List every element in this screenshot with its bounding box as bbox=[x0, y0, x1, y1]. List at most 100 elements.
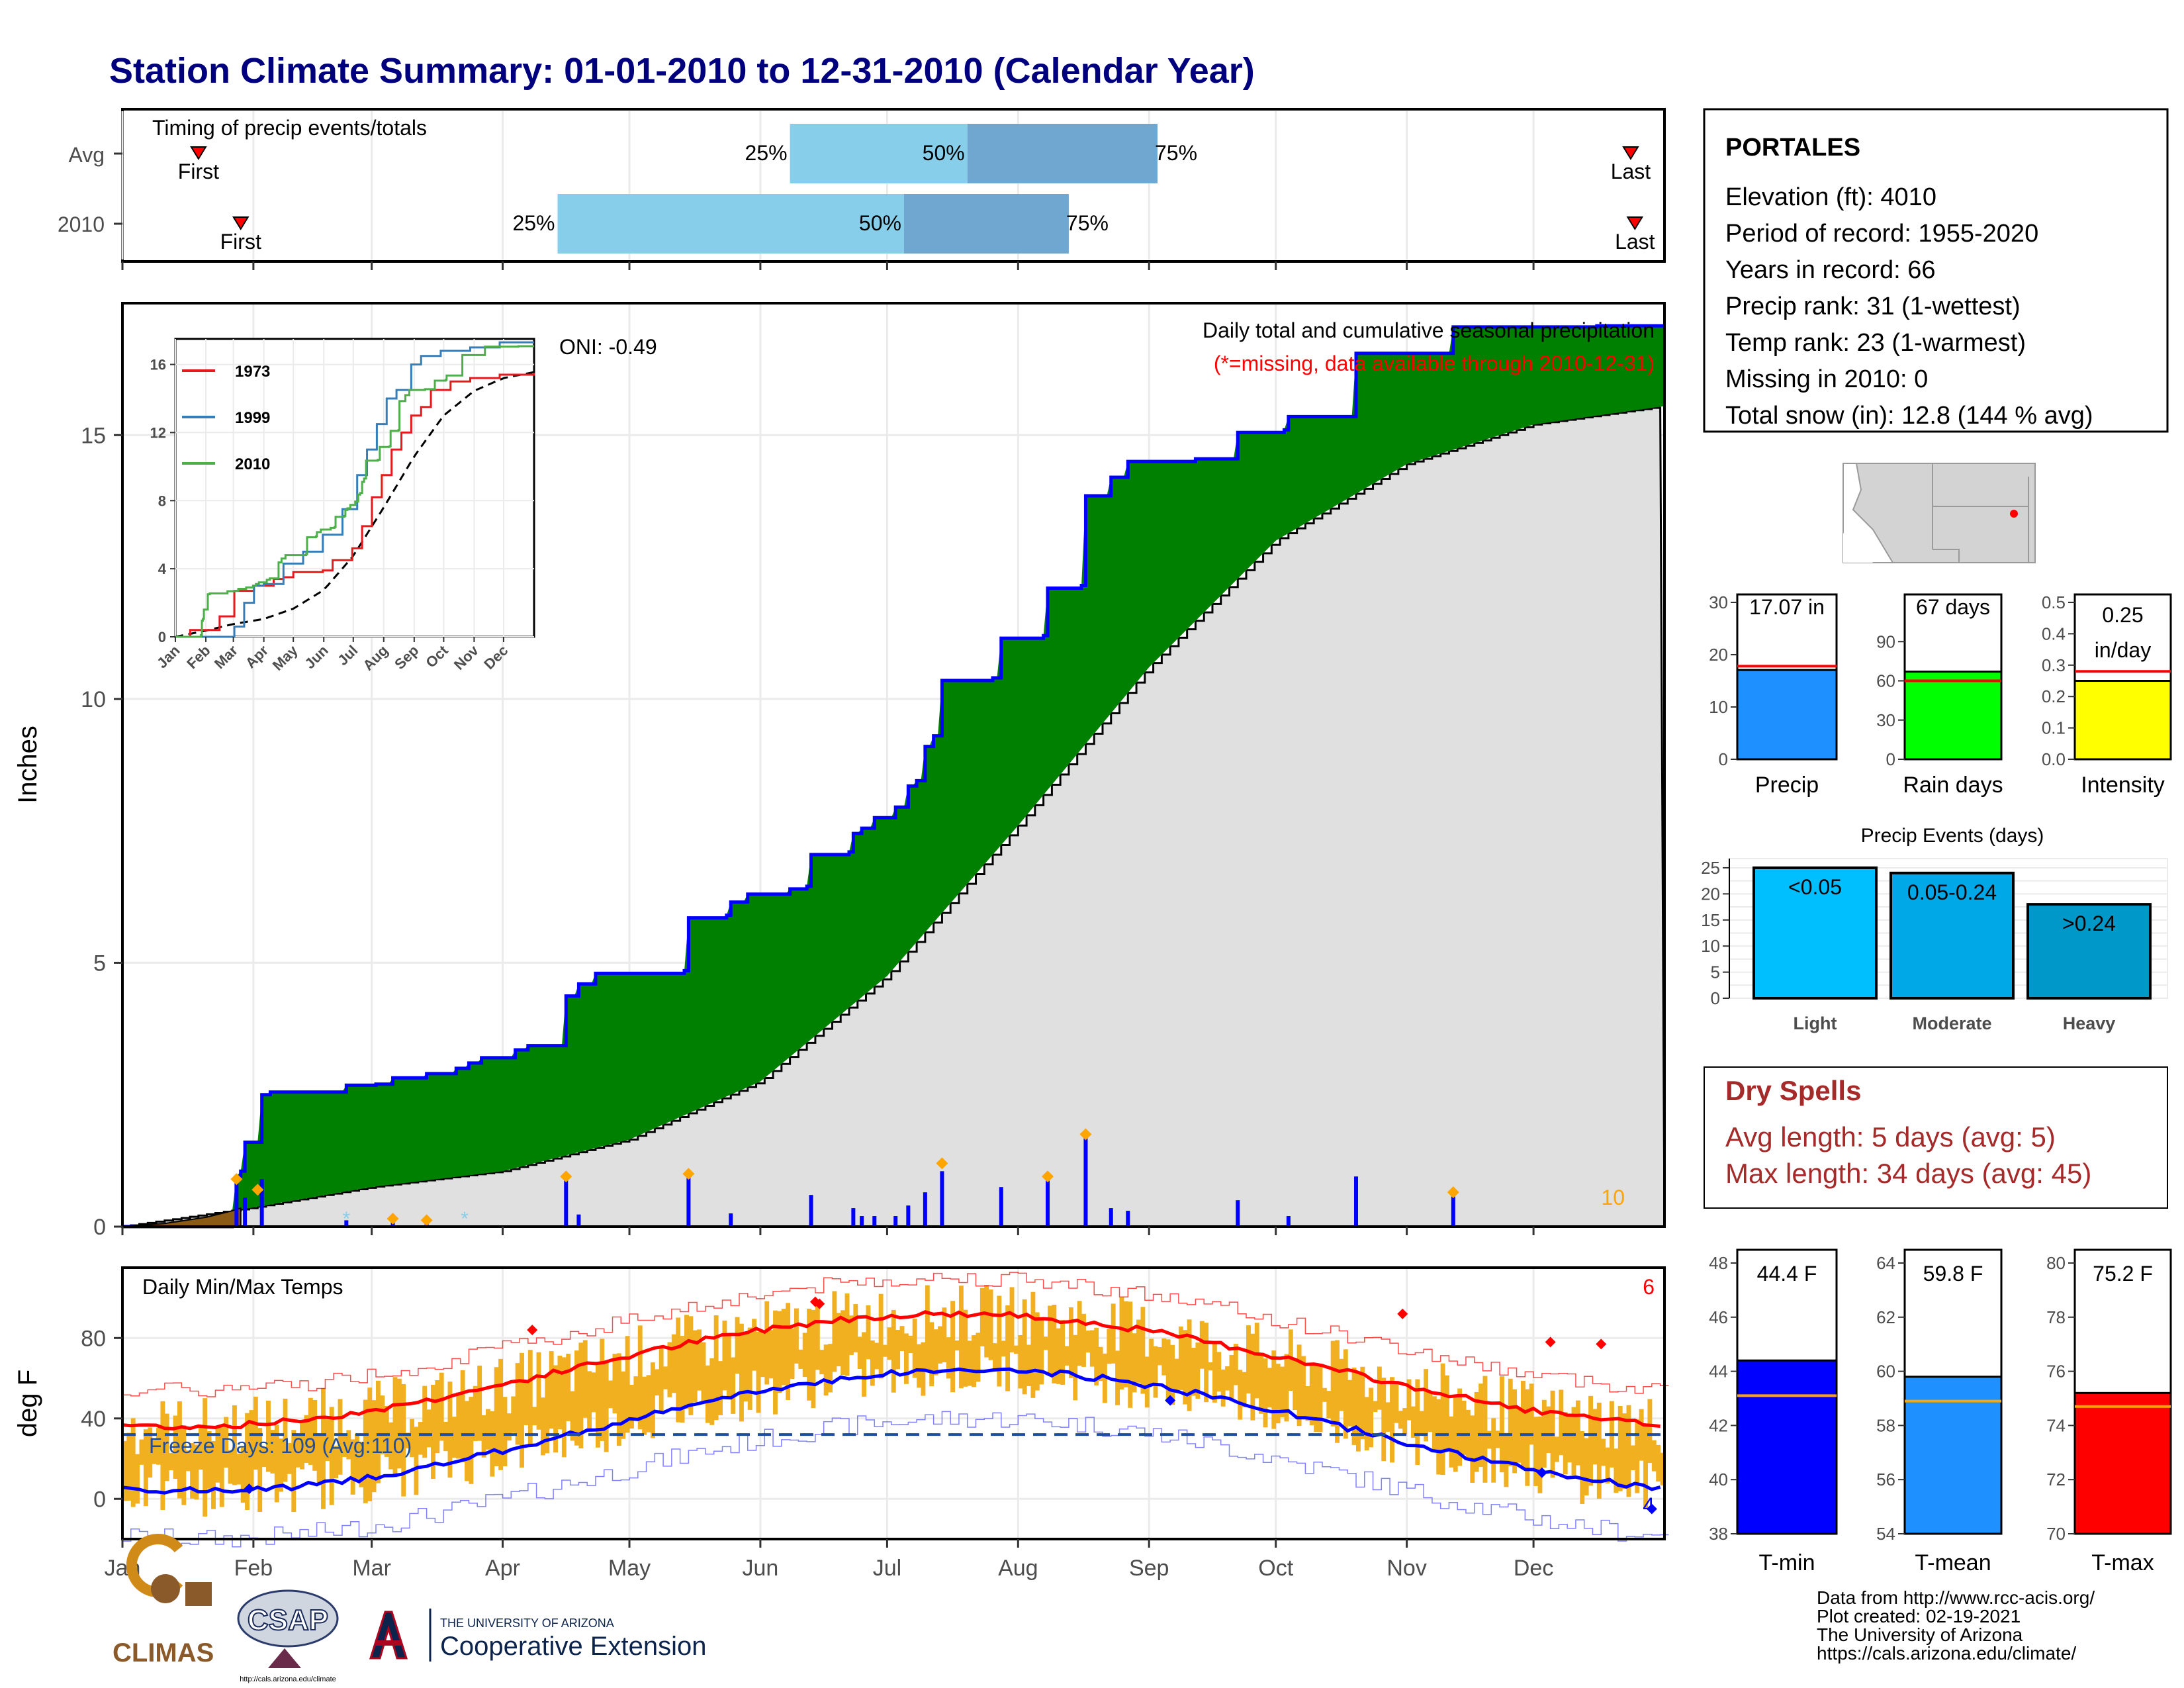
daily-temp-range-bar bbox=[612, 1354, 617, 1414]
timing-p25-label: 25% bbox=[512, 211, 555, 235]
timing-p25-label: 25% bbox=[745, 141, 788, 165]
daily-temp-range-bar bbox=[1149, 1338, 1154, 1385]
daily-temp-range-bar bbox=[874, 1342, 880, 1370]
daily-temp-range-bar bbox=[659, 1347, 664, 1413]
temp-bar-value-label: 44.4 F bbox=[1757, 1262, 1817, 1286]
daily-temp-range-bar bbox=[747, 1327, 752, 1410]
daily-temp-range-bar bbox=[1436, 1399, 1441, 1475]
daily-temp-range-bar bbox=[912, 1319, 917, 1378]
timing-first-label: First bbox=[220, 230, 261, 254]
record-high-marker bbox=[1397, 1308, 1408, 1319]
daily-temp-range-bar bbox=[832, 1291, 837, 1372]
daily-temp-range-bar bbox=[1440, 1363, 1445, 1476]
daily-temp-range-bar bbox=[329, 1407, 334, 1505]
daily-temp-range-bar bbox=[1094, 1327, 1099, 1385]
daily-temp-range-bar bbox=[435, 1380, 440, 1454]
events-title: Precip Events (days) bbox=[1861, 825, 2044, 847]
daily-temp-range-bar bbox=[169, 1452, 174, 1470]
daily-temp-range-bar bbox=[418, 1422, 423, 1455]
timing-first-marker bbox=[232, 216, 250, 230]
daily-temp-range-bar bbox=[1402, 1408, 1408, 1434]
daily-temp-range-bar bbox=[502, 1397, 508, 1467]
daily-temp-range-bar bbox=[942, 1307, 947, 1362]
snow-event-marker bbox=[1042, 1170, 1054, 1183]
daily-temp-range-bar bbox=[279, 1438, 284, 1492]
daily-temp-range-bar bbox=[807, 1308, 812, 1401]
daily-temp-range-bar bbox=[1136, 1319, 1141, 1383]
daily-precip-bar bbox=[259, 1179, 264, 1227]
daily-temp-range-bar bbox=[709, 1358, 715, 1425]
summary-bar-value-label: 17.07 in bbox=[1749, 595, 1825, 619]
daily-temp-range-bar bbox=[1461, 1400, 1467, 1455]
precip-ytick-label: 0 bbox=[93, 1215, 106, 1240]
daily-temp-range-bar bbox=[384, 1405, 389, 1457]
daily-temp-range-bar bbox=[676, 1317, 681, 1423]
station-info-box: PORTALES Elevation (ft): 4010 Period of … bbox=[1703, 108, 2169, 433]
daily-temp-range-bar bbox=[1622, 1413, 1627, 1489]
daily-temp-range-bar bbox=[506, 1413, 512, 1441]
month-axis: Jan Feb Mar Apr May Jun Jul Aug Sep Oct Nov Dec bbox=[105, 1539, 1553, 1581]
daily-temp-range-bar bbox=[1555, 1436, 1559, 1462]
snow-event-marker bbox=[560, 1170, 572, 1183]
station-period: Period of record: 1955-2020 bbox=[1725, 220, 2038, 248]
daily-temp-range-bar bbox=[954, 1340, 960, 1351]
timing-bar-25-50 bbox=[790, 124, 968, 183]
daily-temp-range-bar bbox=[1187, 1319, 1192, 1411]
summary-bar-tick-label: 0.2 bbox=[2042, 686, 2066, 706]
daily-precip-bar bbox=[1236, 1200, 1240, 1227]
summary-bar-tick-label: 0.0 bbox=[2042, 749, 2066, 769]
daily-temp-range-bar bbox=[870, 1340, 875, 1386]
locator-map bbox=[1843, 463, 2036, 563]
daily-temp-range-bar bbox=[773, 1310, 778, 1415]
daily-precip-bar bbox=[243, 1197, 248, 1227]
daily-temp-range-bar bbox=[392, 1377, 398, 1477]
daily-temp-range-bar bbox=[663, 1366, 668, 1389]
timing-p50-label: 50% bbox=[859, 211, 901, 235]
daily-temp-range-bar bbox=[1275, 1364, 1281, 1424]
daily-temp-range-bar bbox=[1199, 1321, 1205, 1369]
daily-temp-range-bar bbox=[1398, 1411, 1403, 1429]
daily-temp-range-bar bbox=[1546, 1406, 1551, 1453]
daily-temp-range-bar bbox=[1233, 1343, 1238, 1385]
daily-temp-range-bar bbox=[1533, 1417, 1538, 1486]
month-tick-label: Feb bbox=[234, 1556, 273, 1581]
daily-temp-range-bar bbox=[451, 1417, 457, 1458]
daily-temp-range-bar bbox=[325, 1419, 330, 1461]
daily-temp-range-bar bbox=[1445, 1375, 1449, 1450]
daily-temp-range-bar bbox=[1351, 1367, 1357, 1445]
daily-temp-range-bar bbox=[1271, 1350, 1277, 1429]
daily-temp-range-bar bbox=[270, 1430, 275, 1474]
temp-bar-tick-label: 56 bbox=[1876, 1470, 1895, 1489]
daily-temp-range-bar bbox=[929, 1322, 934, 1387]
daily-temp-range-bar bbox=[1043, 1336, 1048, 1350]
daily-temp-range-bar bbox=[794, 1308, 799, 1364]
month-tick-label: Sep bbox=[1129, 1556, 1169, 1581]
daily-temp-range-bar bbox=[781, 1309, 786, 1385]
month-tick-label: Nov bbox=[1387, 1556, 1426, 1581]
dry-spells-max: Max length: 34 days (avg: 45) bbox=[1725, 1158, 2091, 1189]
daily-temp-range-bar bbox=[1605, 1447, 1610, 1484]
daily-temp-range-bar bbox=[1048, 1305, 1052, 1376]
inset-ytick-label: 16 bbox=[150, 357, 166, 373]
record-low-marker bbox=[244, 1483, 255, 1495]
daily-temp-range-bar bbox=[642, 1376, 647, 1435]
daily-temp-range-bar bbox=[1284, 1354, 1289, 1422]
daily-temp-range-bar bbox=[1056, 1328, 1061, 1384]
daily-temp-range-bar bbox=[718, 1361, 723, 1415]
timing-p75-label: 75% bbox=[1066, 211, 1109, 235]
daily-temp-range-bar bbox=[164, 1413, 169, 1481]
temps-y-axis: 0 40 80 bbox=[81, 1326, 122, 1512]
daily-temp-range-bar bbox=[1263, 1358, 1268, 1428]
daily-temp-range-bar bbox=[334, 1445, 339, 1479]
daily-temp-range-bar bbox=[1339, 1358, 1344, 1411]
daily-temp-range-bar bbox=[997, 1295, 1002, 1387]
daily-temp-range-bar bbox=[680, 1336, 685, 1423]
daily-temp-range-bar bbox=[697, 1329, 702, 1391]
daily-temp-range-bar bbox=[1039, 1317, 1044, 1385]
summary-bar-tick-label: 90 bbox=[1876, 632, 1895, 651]
daily-temp-range-bar bbox=[1369, 1387, 1374, 1448]
daily-temp-range-bar bbox=[1508, 1378, 1513, 1466]
daily-temp-range-bar bbox=[1356, 1372, 1361, 1452]
daily-precip-bar bbox=[564, 1176, 569, 1227]
daily-temp-range-bar bbox=[828, 1344, 833, 1393]
